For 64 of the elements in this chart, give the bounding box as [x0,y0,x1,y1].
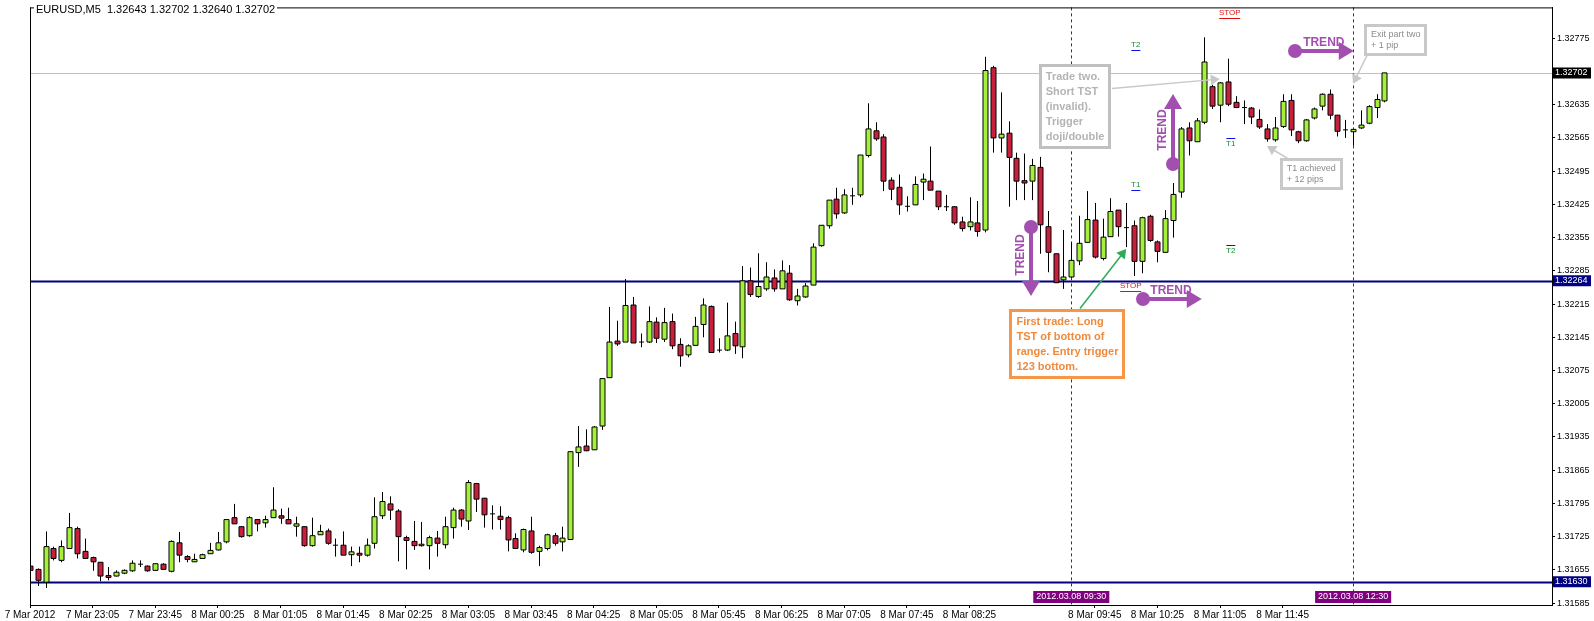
candlestick [904,195,911,213]
x-tick-label: 8 Mar 01:45 [316,608,371,620]
candlestick [1123,202,1130,248]
y-tick-label: 1.32285 [1557,265,1590,276]
x-tick-label: 8 Mar 11:45 [1256,608,1310,620]
x-tick-label: 8 Mar 07:45 [880,608,934,620]
ref-line-label: 2012.03.08 09:30 [1036,591,1107,602]
annotation: TREND [1150,282,1192,297]
y-tick-label: 1.31935 [1557,431,1590,442]
x-tick-label: 8 Mar 06:25 [754,608,809,620]
x-tick-label: 8 Mar 04:25 [567,608,621,620]
x-tick-label: 8 Mar 03:05 [441,608,496,620]
x-tick-label: 7 Mar 2012 [4,608,56,620]
x-tick-label: 8 Mar 11:05 [1193,608,1247,620]
candlestick [943,194,950,212]
annotation: STOP [1120,281,1142,292]
x-tick-label: 7 Mar 23:05 [65,608,120,620]
x-tick-label: 8 Mar 02:25 [379,608,433,620]
ref-line-label: 1.32702 [1555,67,1588,78]
y-tick-label: 1.32565 [1557,132,1590,143]
annotation: Exit part two + 1 pip [1363,24,1428,56]
y-tick-label: 1.32355 [1557,232,1590,243]
annotation: STOP [1218,8,1241,19]
annotation: First trade: Long TST of bottom of range. Entry trigger 123 bottom. [1009,309,1126,379]
y-tick-label: 1.31865 [1557,464,1590,475]
ref-line-label: 1.32264 [1555,275,1588,286]
y-tick-label: 1.32635 [1557,99,1590,110]
y-tick-label: 1.31725 [1557,531,1590,542]
x-tick-label: 8 Mar 08:25 [942,608,997,620]
y-tick-label: 1.32005 [1557,398,1590,409]
x-tick-label: 8 Mar 03:45 [504,608,559,620]
annotation: T1 [1226,138,1236,149]
x-tick-label: 8 Mar 07:05 [817,608,872,620]
y-tick-label: 1.32495 [1557,165,1590,176]
annotation: Trade two. Short TST (invalid). Trigger doji/double [1038,64,1112,149]
x-tick-label: 8 Mar 10:25 [1130,608,1185,620]
chart-title: EURUSD,M5 1.32643 1.32702 1.32640 1.32702 [34,3,278,16]
candlestick [489,504,496,531]
annotation: TREND [1303,34,1345,49]
y-tick-label: 1.31585 [1557,597,1590,608]
x-tick-label: 8 Mar 05:45 [692,608,747,620]
ref-line-label: 1.31630 [1555,576,1588,587]
x-tick-label: 8 Mar 09:45 [1068,608,1122,620]
candlestick [1342,119,1349,139]
x-tick-label: 8 Mar 05:05 [629,608,684,620]
y-tick-label: 1.32075 [1557,365,1590,375]
annotation: T1 achieved + 12 pips [1279,158,1343,190]
y-tick-label: 1.32775 [1557,32,1590,43]
y-tick-label: 1.32425 [1557,198,1590,209]
y-tick-label: 1.31795 [1557,497,1590,508]
y-tick-label: 1.31655 [1557,564,1590,575]
candlestick [849,187,856,206]
annotation: T1 [1131,180,1141,191]
x-tick-label: 8 Mar 01:05 [253,608,308,620]
annotation: T2 [1226,245,1236,256]
annotation: T2 [1131,40,1141,51]
y-tick-label: 1.32145 [1557,331,1590,342]
annotation: TREND [1012,234,1027,276]
ref-line-label: 2012.03.08 12:30 [1318,591,1389,602]
annotation: TREND [1154,109,1169,151]
x-tick-label: 7 Mar 23:45 [128,608,183,620]
y-tick-label: 1.32215 [1557,298,1590,309]
x-tick-label: 8 Mar 00:25 [191,608,246,620]
candlestick [332,538,339,558]
